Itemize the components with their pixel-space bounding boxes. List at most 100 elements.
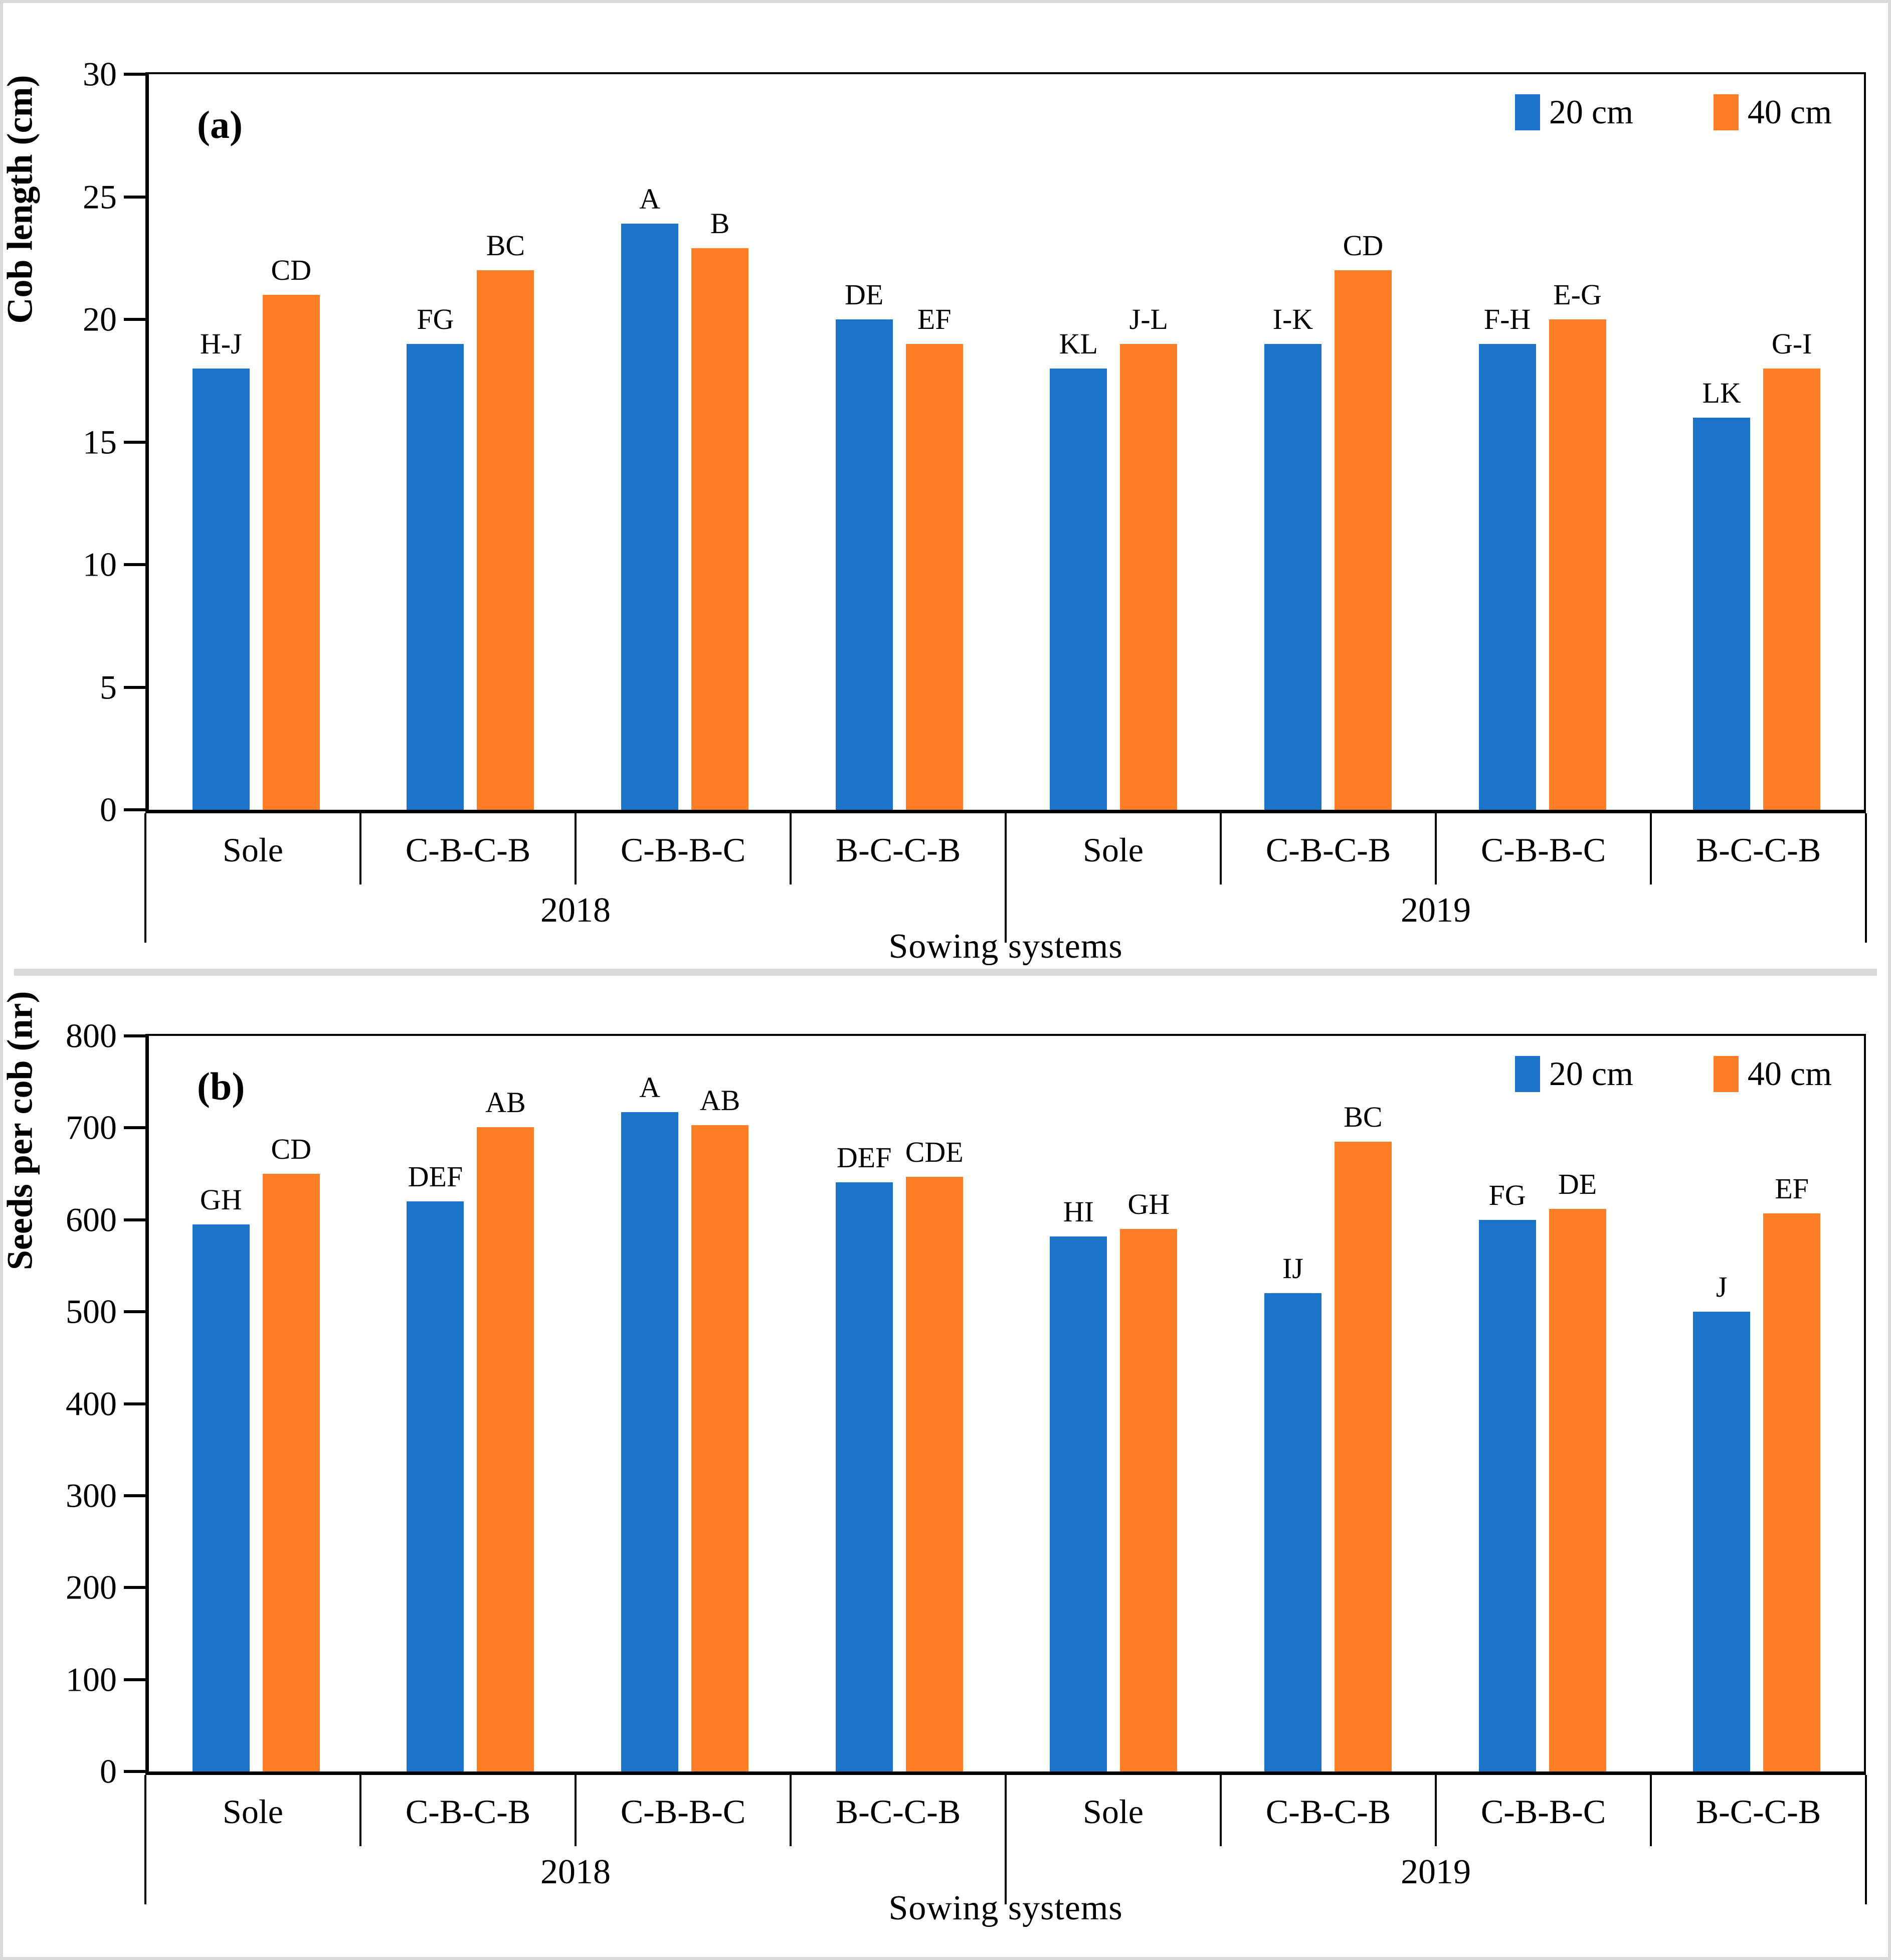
y-axis-tick-label: 0	[100, 790, 117, 829]
bar-20cm: I-K	[1264, 303, 1321, 810]
significance-letter: DEF	[836, 1141, 892, 1174]
y-axis-tick	[124, 1310, 145, 1314]
y-axis-tick-label: 5	[100, 668, 117, 706]
plot-area: (b) 20 cm 40 cm 0 100 200 300 400 500 600 700 80…	[66, 1017, 1866, 1791]
x-axis-area: Sowing systems Sole C-B-C-B C-B-B-C B-C-C-B…	[144, 1775, 1867, 1927]
bar-40cm: B	[691, 207, 749, 810]
legend-swatch-40cm-icon	[1713, 94, 1739, 130]
bar-40cm: CD	[262, 1133, 320, 1771]
category-separator	[790, 813, 792, 884]
legend-label-40cm: 40 cm	[1747, 93, 1832, 131]
significance-letter: HI	[1063, 1195, 1094, 1228]
y-axis-tick	[124, 1678, 145, 1681]
bar-40cm: BC	[477, 229, 534, 810]
significance-letter: DE	[845, 278, 884, 311]
y-axis-tick-label: 25	[83, 177, 117, 216]
legend-label-20cm: 20 cm	[1549, 93, 1633, 131]
bar-40cm: DE	[1549, 1168, 1606, 1771]
bar-group: LK G-I	[1649, 74, 1864, 810]
significance-letter: BC	[486, 229, 525, 262]
y-axis-tick-label: 800	[66, 1016, 117, 1055]
panel-a: Cob length (cm) (a) 20 cm 40 cm 0 5 10 15 20…	[0, 16, 1877, 967]
bar-group: IJ BC	[1221, 1036, 1435, 1771]
bar-40cm: EF	[1763, 1172, 1821, 1771]
x-category-label: C-B-C-B	[405, 830, 531, 869]
legend-item-40cm: 40 cm	[1713, 92, 1832, 132]
category-separator	[1650, 813, 1652, 884]
year-separator	[1005, 813, 1007, 943]
significance-letter: CDE	[905, 1135, 964, 1168]
y-axis-tick-label: 500	[66, 1292, 117, 1331]
bar-group: KL J-L	[1007, 74, 1221, 810]
y-axis-tick-label: 300	[66, 1476, 117, 1515]
x-category-label: C-B-C-B	[405, 1792, 531, 1831]
y-axis-tick	[124, 685, 145, 689]
y-axis-tick	[124, 1494, 145, 1497]
y-axis-tick-label: 10	[83, 545, 117, 584]
significance-letter: B	[710, 207, 730, 240]
legend-item-40cm: 40 cm	[1713, 1054, 1832, 1094]
significance-letter: G-I	[1771, 327, 1812, 360]
significance-letter: AB	[485, 1086, 526, 1119]
year-separator	[1865, 1775, 1867, 1904]
x-year-label: 2018	[540, 891, 611, 930]
y-axis-tick	[124, 73, 145, 76]
significance-letter: DEF	[408, 1160, 463, 1193]
x-category-label: B-C-C-B	[1695, 1792, 1821, 1831]
bar-40cm: J-L	[1120, 303, 1178, 810]
category-separator	[359, 813, 361, 884]
bar-group: A AB	[578, 1036, 792, 1771]
bar-20cm: H-J	[192, 327, 250, 810]
bar-40cm: CDE	[905, 1136, 964, 1771]
category-separator	[359, 1775, 361, 1846]
y-axis-title: Seeds per cob (nr)	[0, 991, 40, 1271]
significance-letter: GH	[200, 1183, 242, 1216]
legend: 20 cm 40 cm	[1515, 92, 1832, 132]
y-axis-tick-label: 20	[83, 300, 117, 338]
legend-label-40cm: 40 cm	[1747, 1054, 1832, 1093]
significance-letter: E-G	[1553, 278, 1602, 311]
legend-label-20cm: 20 cm	[1549, 1054, 1633, 1093]
panel-letter: (a)	[197, 103, 243, 146]
category-separator	[1435, 1775, 1437, 1846]
plot-area: (a) 20 cm 40 cm 0 5 10 15 20 25 30 H-J CD FG BC A B D…	[83, 55, 1866, 829]
legend-swatch-20cm-icon	[1515, 94, 1540, 130]
bar-group: J EF	[1649, 1036, 1864, 1771]
bar-group: DEF CDE	[792, 1036, 1007, 1771]
category-separator	[1220, 813, 1222, 884]
significance-letter: AB	[699, 1084, 740, 1117]
significance-letter: A	[639, 183, 661, 216]
x-category-label: C-B-C-B	[1265, 830, 1391, 869]
significance-letter: EF	[1775, 1172, 1809, 1205]
significance-letter: A	[639, 1071, 661, 1104]
legend-swatch-40cm-icon	[1713, 1055, 1739, 1092]
bar-40cm: CD	[1334, 229, 1392, 810]
significance-letter: I-K	[1272, 302, 1313, 335]
bar-group: I-K CD	[1221, 74, 1435, 810]
y-axis-tick	[124, 1126, 145, 1130]
significance-letter: J-L	[1129, 302, 1168, 335]
significance-letter: KL	[1059, 327, 1098, 360]
x-category-label: C-B-B-C	[620, 830, 746, 869]
bar-20cm: IJ	[1264, 1252, 1321, 1771]
bar-20cm: A	[621, 1071, 679, 1771]
year-separator	[1865, 813, 1867, 943]
y-axis-tick	[124, 808, 145, 811]
bar-20cm: DEF	[835, 1141, 893, 1771]
bar-group: DE EF	[792, 74, 1007, 810]
category-separator	[575, 1775, 577, 1846]
category-separator	[575, 813, 577, 884]
legend: 20 cm 40 cm	[1515, 1054, 1832, 1094]
significance-letter: GH	[1127, 1188, 1170, 1221]
category-separator	[790, 1775, 792, 1846]
x-category-label: C-B-B-C	[1480, 1792, 1606, 1831]
bar-40cm: EF	[905, 303, 963, 810]
bar-20cm: DEF	[407, 1160, 464, 1771]
y-axis-tick-label: 100	[66, 1660, 117, 1699]
bar-group: DEF AB	[363, 1036, 578, 1771]
x-category-label: C-B-B-C	[620, 1792, 746, 1831]
panel-letter: (b)	[197, 1064, 245, 1108]
bar-40cm: AB	[477, 1086, 534, 1771]
x-category-label: C-B-B-C	[1480, 830, 1606, 869]
y-axis-tick	[124, 1402, 145, 1405]
